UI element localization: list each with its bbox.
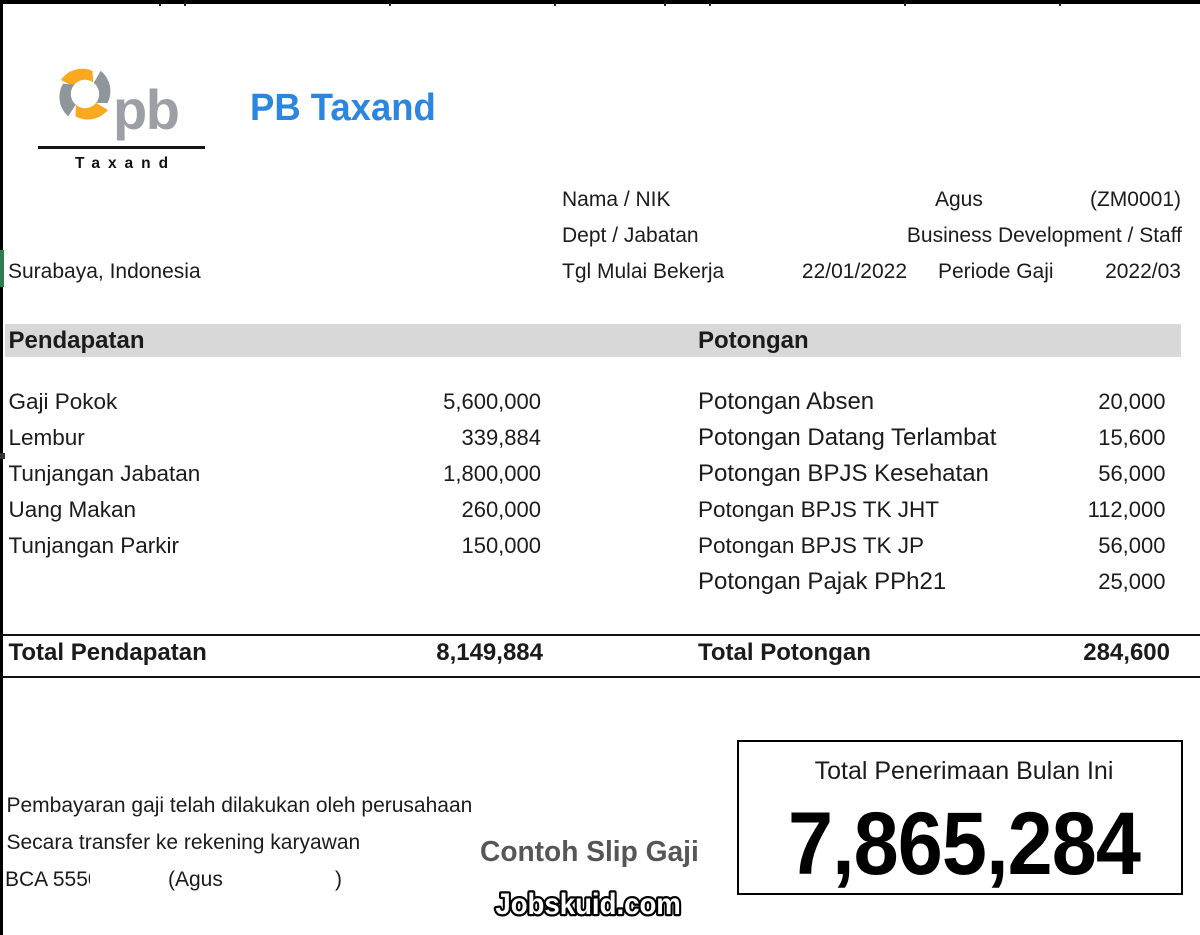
svg-text:Jobskuid.com: Jobskuid.com (495, 888, 681, 921)
